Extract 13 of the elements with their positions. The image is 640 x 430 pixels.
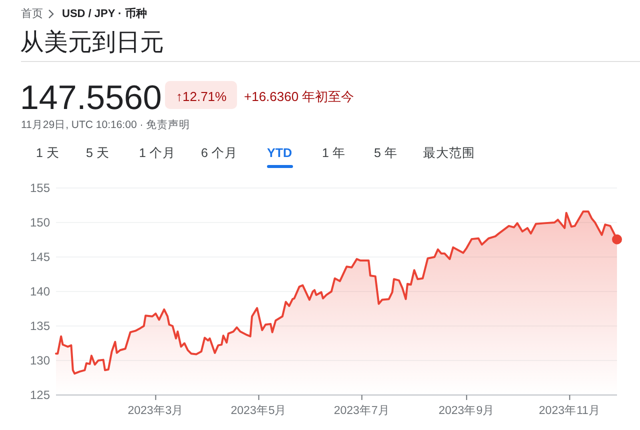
x-tick-label: 2023年3月	[128, 404, 184, 417]
y-tick-label: 135	[30, 319, 50, 333]
x-tick-label: 2023年9月	[438, 404, 495, 417]
y-tick-label: 125	[30, 388, 50, 402]
y-tick-label: 130	[30, 354, 50, 368]
x-tick-label: 2023年7月	[334, 404, 390, 417]
y-tick-label: 150	[30, 216, 50, 230]
y-tick-label: 155	[30, 181, 50, 195]
chart-title: 从美元到日元	[20, 29, 164, 56]
x-tick-label: 2023年11月	[538, 404, 600, 417]
y-tick-label: 145	[30, 250, 50, 264]
y-tick-label: 140	[30, 284, 50, 298]
x-tick-label: 2023年5月	[230, 404, 287, 417]
